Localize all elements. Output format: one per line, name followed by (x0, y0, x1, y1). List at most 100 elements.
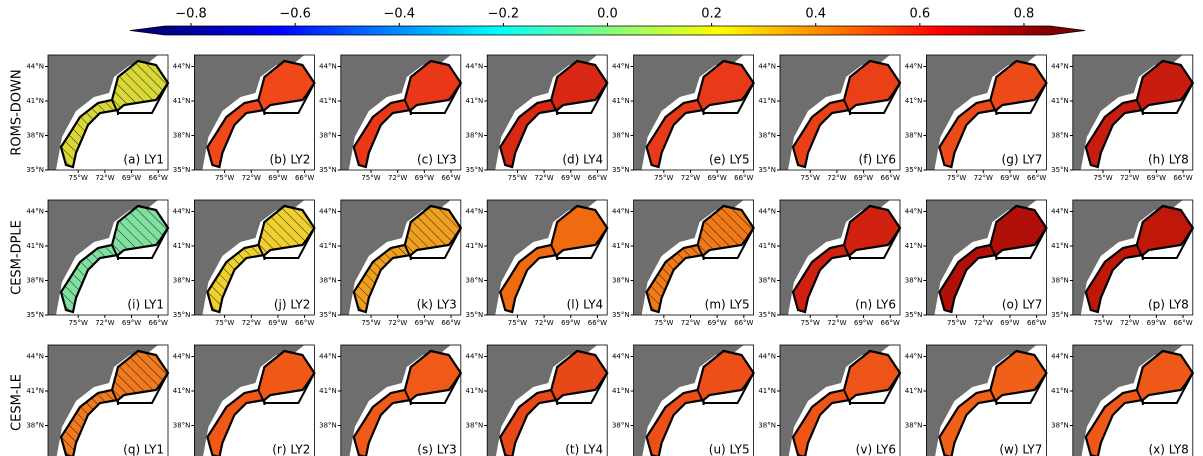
land (633, 200, 744, 315)
y-tick-label: 35°N (905, 166, 923, 174)
region-fill (793, 351, 900, 456)
x-tick-label: 72°W (827, 319, 846, 327)
panel-label: (h) LY8 (1148, 153, 1189, 167)
subregion-border (1135, 82, 1194, 114)
subregion-border (257, 227, 316, 259)
subregion-border (550, 82, 609, 114)
panel-frame (926, 199, 1047, 316)
y-tick-label: 38°N (26, 132, 44, 140)
region-fill (353, 61, 461, 167)
map-panel: (n) LY6 44°N 41°N 38°N 35°N 75°W 72°W 69°W 66°W (758, 199, 902, 327)
x-tick-label: 66°W (881, 174, 900, 182)
subregion-border (989, 82, 1048, 114)
y-tick-label: 41°N (758, 97, 776, 105)
map-panel: (g) LY7 44°N 41°N 38°N 35°N 75°W 72°W 69°W 66°W (905, 54, 1048, 182)
panel-frame (926, 54, 1047, 171)
x-tick-label: 69°W (561, 319, 580, 327)
y-tick-label: 41°N (173, 242, 191, 250)
y-tick-label: 44°N (26, 63, 44, 71)
panel-label: (k) LY3 (417, 298, 457, 312)
map-panel: (m) LY5 44°N 41°N 38°N 35°N 75°W 72°W 69°W 66°W (612, 199, 755, 327)
hatching (61, 61, 168, 167)
panel-label: (u) LY5 (709, 443, 750, 456)
y-tick-label: 38°N (905, 422, 923, 430)
colorbar-tick-label: −0.6 (279, 7, 311, 22)
map-panel: (l) LY4 44°N 41°N 38°N 35°N 75°W 72°W 69°W 66°W (466, 199, 609, 327)
y-tick-label: 44°N (319, 63, 337, 71)
x-tick-label: 72°W (388, 174, 407, 182)
subregion-border (403, 227, 462, 259)
y-tick-label: 38°N (758, 132, 776, 140)
x-tick-label: 72°W (827, 174, 846, 182)
y-tick-label: 35°N (173, 166, 191, 174)
subregion-border (111, 227, 169, 259)
x-tick-label: 69°W (415, 174, 434, 182)
x-tick-label: 69°W (1147, 319, 1166, 327)
y-tick-label: 38°N (758, 422, 776, 430)
panel-label: (e) LY5 (709, 153, 750, 167)
panel-label: (g) LY7 (1002, 153, 1043, 167)
land (1072, 200, 1183, 315)
subregion-border (257, 372, 316, 404)
y-tick-label: 38°N (466, 277, 484, 285)
y-tick-label: 35°N (319, 166, 337, 174)
panel-label: (s) LY3 (417, 443, 457, 456)
land (1072, 55, 1183, 170)
x-tick-label: 72°W (1120, 174, 1139, 182)
panel-label: (a) LY1 (123, 153, 164, 167)
region-fill (353, 351, 461, 456)
colorbar-tick-label: 0.6 (910, 7, 931, 22)
region-fill (793, 61, 900, 167)
x-tick-label: 75°W (947, 319, 966, 327)
region-fill (207, 351, 315, 456)
x-tick-label: 72°W (95, 319, 114, 327)
panel-label: (n) LY6 (855, 298, 896, 312)
region-fill (646, 61, 754, 167)
y-tick-label: 41°N (319, 387, 337, 395)
subregion-border (989, 372, 1048, 404)
x-tick-label: 66°W (588, 174, 607, 182)
y-tick-label: 38°N (1051, 132, 1069, 140)
x-tick-label: 75°W (361, 319, 380, 327)
x-tick-label: 75°W (654, 319, 673, 327)
y-tick-label: 44°N (26, 208, 44, 216)
x-tick-label: 66°W (441, 174, 460, 182)
panel-frame (779, 54, 901, 171)
x-tick-label: 75°W (69, 319, 88, 327)
x-tick-label: 66°W (1173, 319, 1192, 327)
y-tick-label: 35°N (612, 311, 630, 319)
y-tick-label: 41°N (173, 387, 191, 395)
land (487, 200, 598, 315)
subregion-border (696, 227, 755, 259)
y-tick-label: 38°N (466, 422, 484, 430)
land (340, 345, 451, 456)
panel-label: (x) LY8 (1148, 443, 1188, 456)
panel-label: (v) LY6 (856, 443, 896, 456)
panel-label: (p) LY8 (1148, 298, 1189, 312)
x-tick-label: 69°W (1000, 319, 1019, 327)
hatching (353, 206, 461, 312)
x-tick-label: 75°W (508, 174, 527, 182)
panel-label: (j) LY2 (274, 298, 311, 312)
y-tick-label: 41°N (612, 97, 630, 105)
subregion-border (843, 372, 901, 404)
y-tick-label: 41°N (612, 387, 630, 395)
panel-label: (d) LY4 (562, 153, 603, 167)
x-tick-label: 72°W (534, 174, 553, 182)
land (194, 345, 305, 456)
subregion-border (696, 82, 755, 114)
colorbar-tick-label: 0.0 (597, 7, 618, 22)
y-tick-label: 44°N (1051, 63, 1069, 71)
panel-frame (926, 344, 1047, 456)
x-tick-label: 72°W (681, 174, 700, 182)
x-tick-label: 66°W (734, 319, 753, 327)
x-tick-label: 75°W (69, 174, 88, 182)
y-tick-label: 35°N (758, 166, 776, 174)
row-label: CESM-DPLE (10, 220, 25, 295)
region-fill (1085, 351, 1193, 456)
x-tick-label: 66°W (588, 319, 607, 327)
y-tick-label: 38°N (173, 277, 191, 285)
hatching (646, 206, 754, 312)
